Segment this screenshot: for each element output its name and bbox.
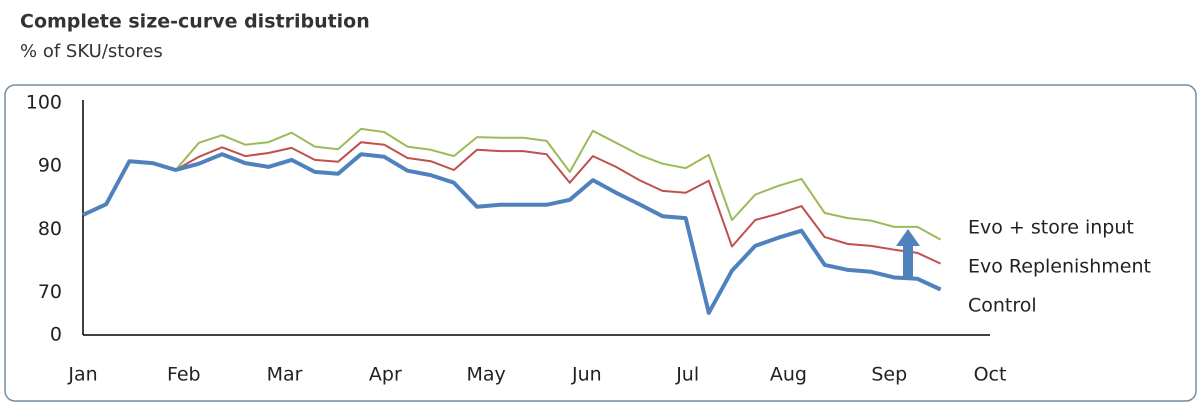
series-line — [82, 127, 942, 241]
y-tick-label: 100 — [26, 92, 62, 114]
improvement-arrow — [896, 229, 920, 278]
series-label: Evo Replenishment — [968, 256, 1151, 278]
series-label: Control — [968, 295, 1037, 317]
x-tick-label: Jun — [571, 364, 602, 386]
series-line — [82, 152, 942, 315]
x-tick-label: May — [466, 364, 505, 386]
chart-subtitle: % of SKU/stores — [20, 41, 163, 62]
x-tick-label: Jul — [675, 364, 699, 386]
series-line — [82, 141, 942, 265]
y-tick-label: 70 — [38, 281, 62, 303]
x-tick-label: Sep — [871, 364, 907, 386]
x-tick-label: Apr — [369, 364, 402, 386]
x-tick-label: Aug — [770, 364, 807, 386]
chart-frame — [4, 84, 1197, 402]
chart-title: Complete size-curve distribution — [20, 11, 370, 33]
x-tick-label: Jan — [67, 364, 97, 386]
x-tick-label: Mar — [267, 364, 303, 386]
y-tick-label: 80 — [38, 218, 62, 240]
series-label: Evo + store input — [968, 217, 1134, 239]
y-tick-label: 0 — [50, 324, 62, 346]
x-tick-label: Oct — [974, 364, 1007, 386]
y-tick-label: 90 — [38, 155, 62, 177]
x-tick-label: Feb — [167, 364, 201, 386]
